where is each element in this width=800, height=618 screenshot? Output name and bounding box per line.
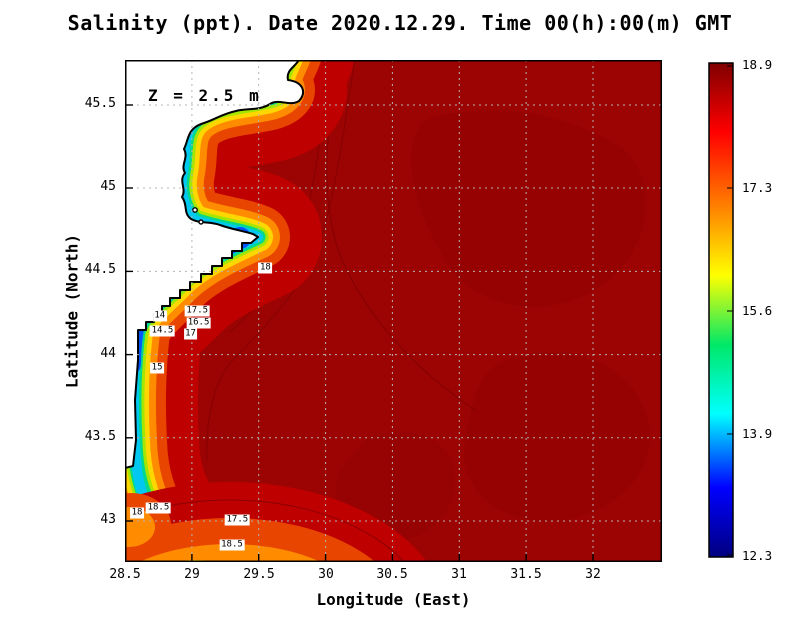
contour-label: 16.5 <box>186 317 211 329</box>
y-tick-label: 45.5 <box>84 96 116 111</box>
figure-title: Salinity (ppt). Date 2020.12.29. Time 00… <box>67 11 733 35</box>
contour-line <box>125 499 405 562</box>
contour-label: 15 <box>150 362 165 374</box>
contour-label: 18.5 <box>219 539 245 551</box>
contour-label: 18.5 <box>146 502 171 514</box>
islets <box>192 207 204 225</box>
land-coastline <box>125 60 304 469</box>
colorbar <box>708 62 734 558</box>
x-tick-label: 30.5 <box>376 567 408 582</box>
colorbar-label: 15.6 <box>742 303 773 318</box>
colorbar-label: 18.9 <box>742 57 773 72</box>
colorbar-svg <box>708 62 734 558</box>
plot-border <box>125 60 662 562</box>
plot-area: Z = 2.5 m 18 14 17.5 16.5 17 14.5 15 18 18.5 17.5… <box>125 60 662 562</box>
contour-map-svg <box>125 60 662 562</box>
colorbar-tick-marks <box>727 65 733 556</box>
x-axis-label: Longitude (East) <box>316 590 471 609</box>
x-tick-label: 28.5 <box>109 567 141 582</box>
x-tick-label: 29.5 <box>243 567 275 582</box>
x-tick-label: 31.5 <box>510 567 542 582</box>
x-tick-label: 30 <box>318 567 334 582</box>
contour-label: 18 <box>130 507 144 519</box>
contour-label: 17.5 <box>184 305 210 317</box>
x-tick-label: 29 <box>184 567 200 582</box>
x-tick-label: 31 <box>451 567 467 582</box>
y-tick-label: 43.5 <box>84 429 116 444</box>
y-tick-label: 44.5 <box>84 262 116 277</box>
colorbar-swatch <box>708 62 734 558</box>
contour-label: 18 <box>258 262 273 274</box>
contour-label: 14 <box>152 310 167 322</box>
y-axis-label: Latitude (North) <box>62 233 82 389</box>
contour-label: 17.5 <box>225 514 250 526</box>
colorbar-label: 17.3 <box>742 180 773 195</box>
y-tick-label: 44 <box>100 346 116 361</box>
y-tick-label: 45 <box>100 179 116 194</box>
southern-tongue <box>125 482 427 562</box>
y-tick-label: 43 <box>100 512 116 527</box>
colorbar-label: 13.9 <box>742 426 773 441</box>
x-tick-label: 32 <box>585 567 601 582</box>
contour-label: 14.5 <box>150 325 175 337</box>
depth-annotation: Z = 2.5 m <box>148 86 262 105</box>
colorbar-label: 12.3 <box>742 548 773 563</box>
sea-texture <box>206 60 651 542</box>
contour-label: 17 <box>183 328 198 340</box>
